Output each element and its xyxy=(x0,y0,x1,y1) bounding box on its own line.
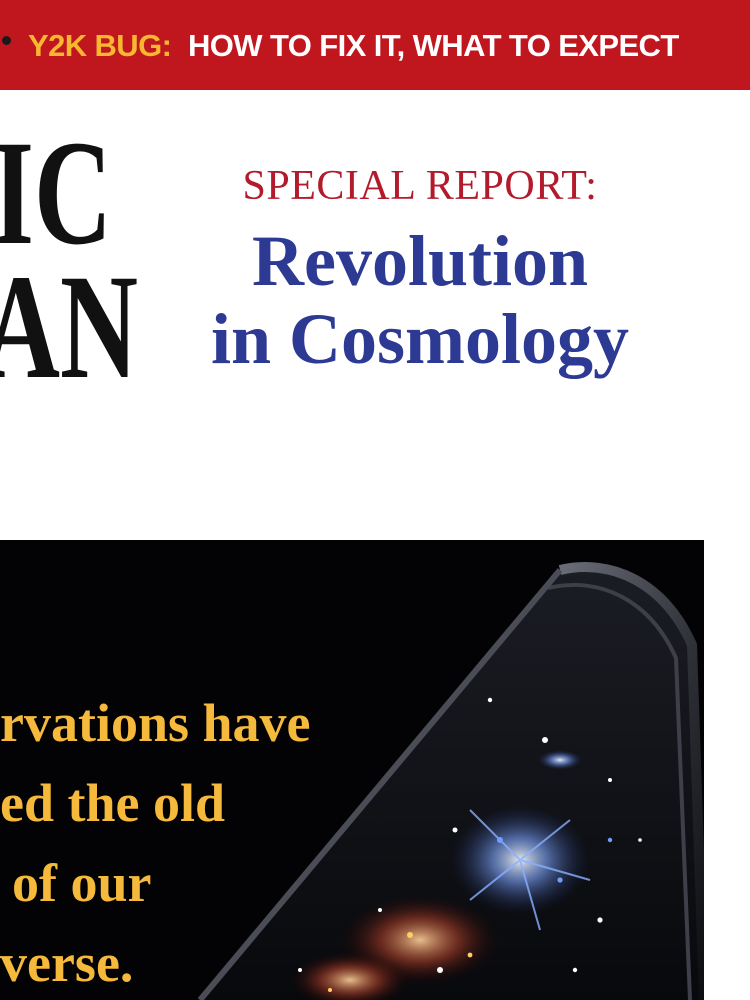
special-report-kicker: SPECIAL REPORT: xyxy=(242,163,598,209)
banner-lead: Y2K BUG: xyxy=(28,28,172,63)
masthead-fragment-top: IC xyxy=(0,110,113,276)
headline-line-2: in Cosmology xyxy=(210,299,630,379)
cover-art-panel: rvations have ed the old of our verse. xyxy=(0,540,704,1000)
report-headline: Revolution in Cosmology xyxy=(150,222,690,378)
cover-blurb: rvations have ed the old of our verse. xyxy=(0,540,420,1000)
bullet-icon xyxy=(2,36,11,45)
universe-cone-illustration-icon xyxy=(197,562,704,1000)
blurb-line-2: ed the old xyxy=(0,773,226,833)
banner-text: HOW TO FIX IT, WHAT TO EXPECT xyxy=(188,28,679,63)
headline-line-1: Revolution xyxy=(251,221,589,301)
top-banner: Y2K BUG: HOW TO FIX IT, WHAT TO EXPECT xyxy=(0,0,750,90)
blurb-line-3: of our xyxy=(12,853,152,913)
masthead-fragment-bottom: AN xyxy=(0,244,138,410)
blurb-line-1: rvations have xyxy=(0,693,311,753)
page-margin xyxy=(704,540,750,1000)
blurb-line-4: verse. xyxy=(0,933,134,993)
